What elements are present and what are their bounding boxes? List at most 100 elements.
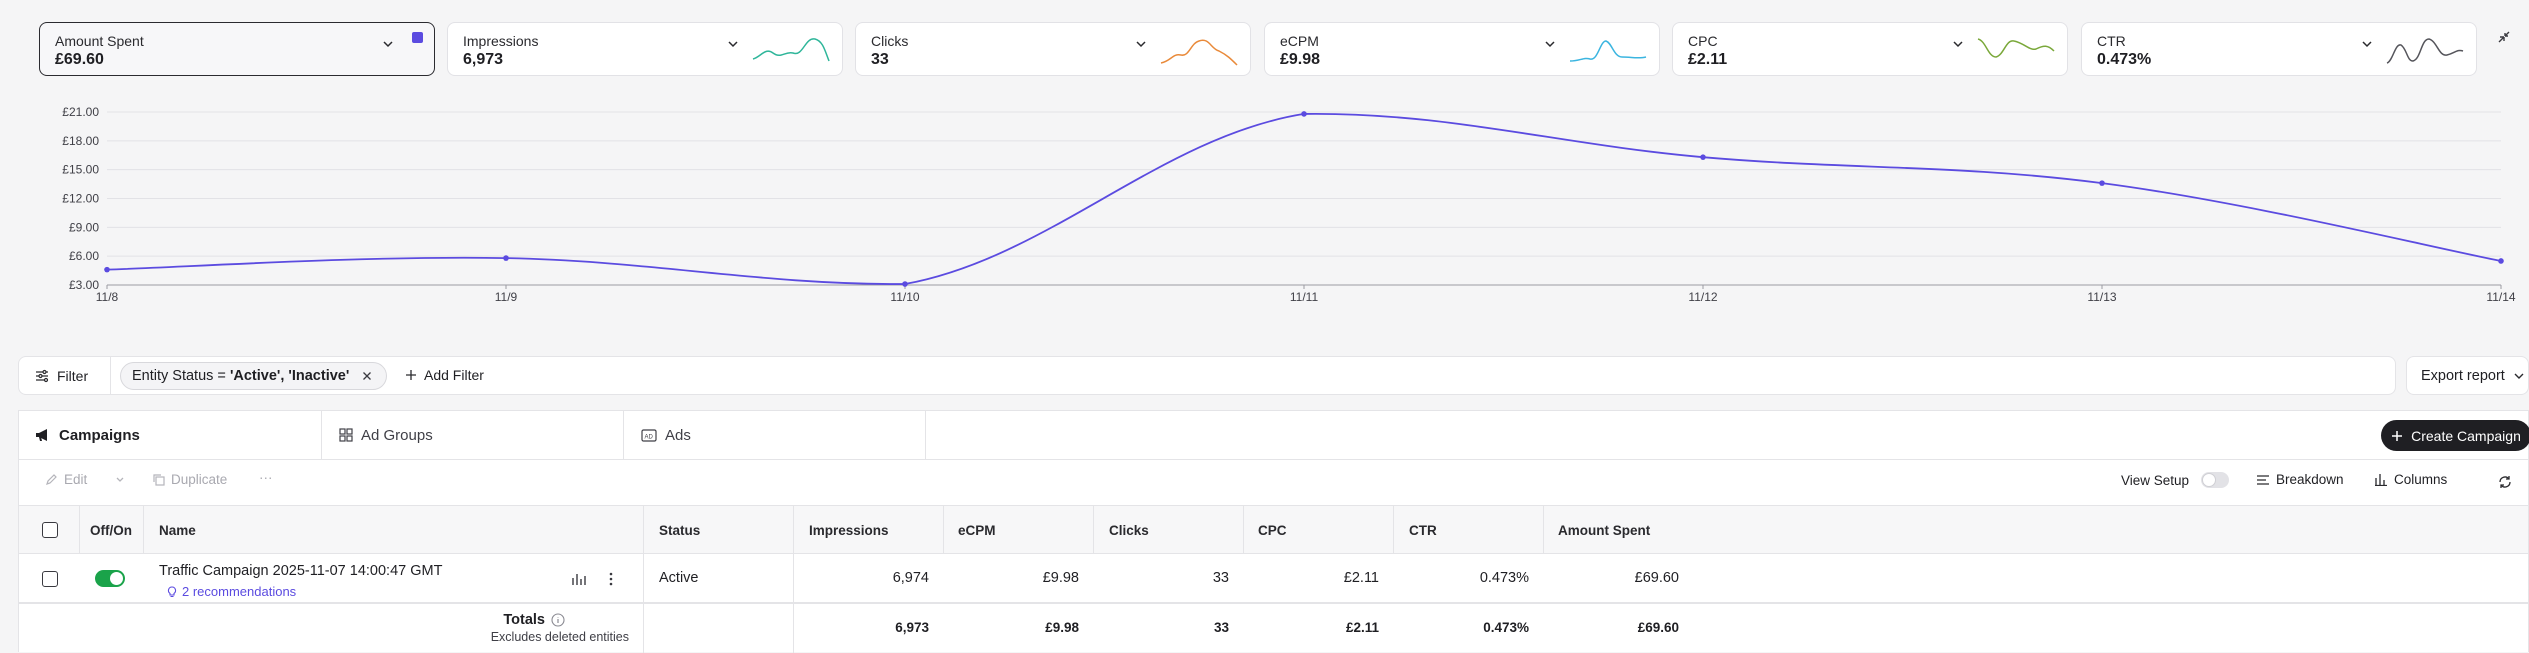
metric-label: CTR (2097, 33, 2126, 49)
header-impressions[interactable]: Impressions (809, 522, 889, 538)
header-ctr[interactable]: CTR (1409, 522, 1437, 538)
metric-value: 33 (871, 51, 889, 68)
more-vertical-icon[interactable] (608, 572, 614, 586)
refresh-icon[interactable] (2497, 474, 2513, 490)
columns-button[interactable]: Columns (2374, 472, 2447, 487)
header-status[interactable]: Status (659, 522, 701, 538)
tab-label: Campaigns (59, 426, 140, 444)
bar-chart-icon (2375, 474, 2387, 486)
cell-clicks: 33 (1212, 570, 1229, 586)
campaign-name[interactable]: Traffic Campaign 2025-11-07 14:00:47 GMT (159, 563, 443, 579)
y-tick-label: £15.00 (62, 163, 99, 177)
data-point[interactable] (2498, 258, 2504, 264)
total-amount-spent: £69.60 (1637, 620, 1679, 635)
chevron-down-icon[interactable] (1543, 37, 1557, 51)
chevron-down-icon[interactable] (1951, 37, 1965, 51)
table-row[interactable]: Traffic Campaign 2025-11-07 14:00:47 GMT… (19, 554, 2528, 604)
create-campaign-button[interactable]: Create Campaign (2381, 420, 2529, 451)
metric-label: CPC (1688, 33, 1718, 49)
metric-label: eCPM (1280, 33, 1319, 49)
filter-bar: Filter Entity Status = 'Active', 'Inacti… (18, 356, 2396, 395)
metric-card-impressions[interactable]: Impressions 6,973 (447, 22, 843, 76)
add-filter-label: Add Filter (424, 367, 484, 383)
x-tick-label: 11/10 (890, 290, 919, 304)
plus-icon (2392, 430, 2403, 441)
totals-label: Totals (503, 612, 545, 628)
sparkline-icon (1569, 40, 1647, 62)
tab-ad-groups[interactable]: Ad Groups (339, 411, 433, 459)
entity-tabs: Campaigns Ad Groups AD Ads Create Campai… (18, 410, 2529, 460)
x-tick-label: 11/11 (1290, 290, 1319, 304)
header-cpc[interactable]: CPC (1258, 522, 1287, 538)
more-actions-button[interactable]: ··· (259, 470, 273, 485)
bar-chart-icon[interactable] (571, 572, 587, 586)
data-point[interactable] (1301, 111, 1307, 117)
metric-label: Impressions (463, 33, 539, 49)
row-checkbox[interactable] (42, 571, 58, 587)
breakdown-button[interactable]: Breakdown (2256, 472, 2344, 487)
duplicate-button[interactable]: Duplicate (152, 472, 227, 487)
metric-value: 0.473% (2097, 51, 2152, 68)
chevron-down-icon[interactable] (2360, 37, 2374, 51)
totals-label-group: Totals Excludes deleted entities (319, 612, 629, 644)
metric-value: £2.11 (1688, 51, 1728, 68)
collapse-icon[interactable] (2495, 28, 2513, 46)
info-icon[interactable] (551, 613, 565, 627)
sparkline-icon (2386, 38, 2464, 64)
header-amount-spent[interactable]: Amount Spent (1558, 522, 1651, 538)
table-toolbar: Edit Duplicate ··· View Setup Breakdown … (18, 460, 2529, 505)
filter-icon (36, 369, 49, 382)
metric-card-ecpm[interactable]: eCPM £9.98 (1264, 22, 1660, 76)
ad-icon: AD (641, 428, 657, 442)
x-tick-label: 11/8 (96, 290, 119, 304)
view-setup-switch[interactable] (2201, 472, 2230, 488)
tab-label: Ads (665, 426, 691, 444)
metric-value: £69.60 (55, 51, 104, 68)
x-tick-label: 11/9 (495, 290, 518, 304)
filter-button[interactable]: Filter (19, 357, 111, 394)
breakdown-label: Breakdown (2276, 472, 2344, 487)
chevron-down-icon[interactable] (726, 37, 740, 51)
data-point[interactable] (503, 255, 509, 261)
filter-chip[interactable]: Entity Status = 'Active', 'Inactive' (120, 362, 387, 390)
data-point[interactable] (104, 266, 110, 273)
header-name[interactable]: Name (159, 522, 196, 538)
close-icon[interactable] (361, 370, 373, 382)
filter-chip-value: 'Active', 'Inactive' (229, 368, 350, 384)
export-report-label: Export report (2421, 367, 2505, 384)
cell-amount-spent: £69.60 (1634, 570, 1679, 586)
sparkline-icon (1160, 39, 1238, 66)
metric-card-clicks[interactable]: Clicks 33 (855, 22, 1251, 76)
recommendations-label: 2 recommendations (182, 584, 297, 599)
tab-ads[interactable]: AD Ads (641, 411, 691, 459)
pencil-icon (46, 474, 57, 485)
cell-ecpm: £9.98 (1042, 570, 1079, 586)
recommendations-link[interactable]: 2 recommendations (167, 584, 296, 599)
metric-card-ctr[interactable]: CTR 0.473% (2081, 22, 2477, 76)
campaign-toggle[interactable] (95, 570, 125, 587)
y-tick-label: £9.00 (69, 220, 99, 234)
data-point[interactable] (1700, 154, 1706, 160)
series-color-swatch[interactable] (412, 32, 423, 43)
chevron-down-icon (2514, 373, 2524, 379)
edit-label: Edit (64, 472, 88, 487)
total-cpc: £2.11 (1345, 620, 1379, 635)
total-impressions: 6,973 (895, 620, 929, 635)
chevron-down-icon[interactable] (1134, 37, 1148, 51)
tab-campaigns[interactable]: Campaigns (35, 411, 140, 459)
data-point[interactable] (902, 281, 908, 287)
chevron-down-icon[interactable] (381, 37, 395, 51)
add-filter-button[interactable]: Add Filter (405, 367, 484, 383)
select-all-checkbox[interactable] (42, 522, 58, 538)
metric-card-cpc[interactable]: CPC £2.11 (1672, 22, 2068, 76)
export-report-button[interactable]: Export report (2406, 356, 2529, 395)
metric-card-amount-spent[interactable]: Amount Spent £69.60 (39, 22, 435, 76)
cell-impressions: 6,974 (892, 570, 929, 586)
cell-ctr: 0.473% (1479, 570, 1529, 586)
header-off-on[interactable]: Off/On (90, 522, 132, 538)
edit-button[interactable]: Edit (45, 472, 125, 487)
header-ecpm[interactable]: eCPM (958, 522, 996, 538)
data-point[interactable] (2099, 180, 2105, 186)
header-clicks[interactable]: Clicks (1109, 522, 1149, 538)
view-setup-toggle[interactable]: View Setup (2121, 472, 2230, 488)
